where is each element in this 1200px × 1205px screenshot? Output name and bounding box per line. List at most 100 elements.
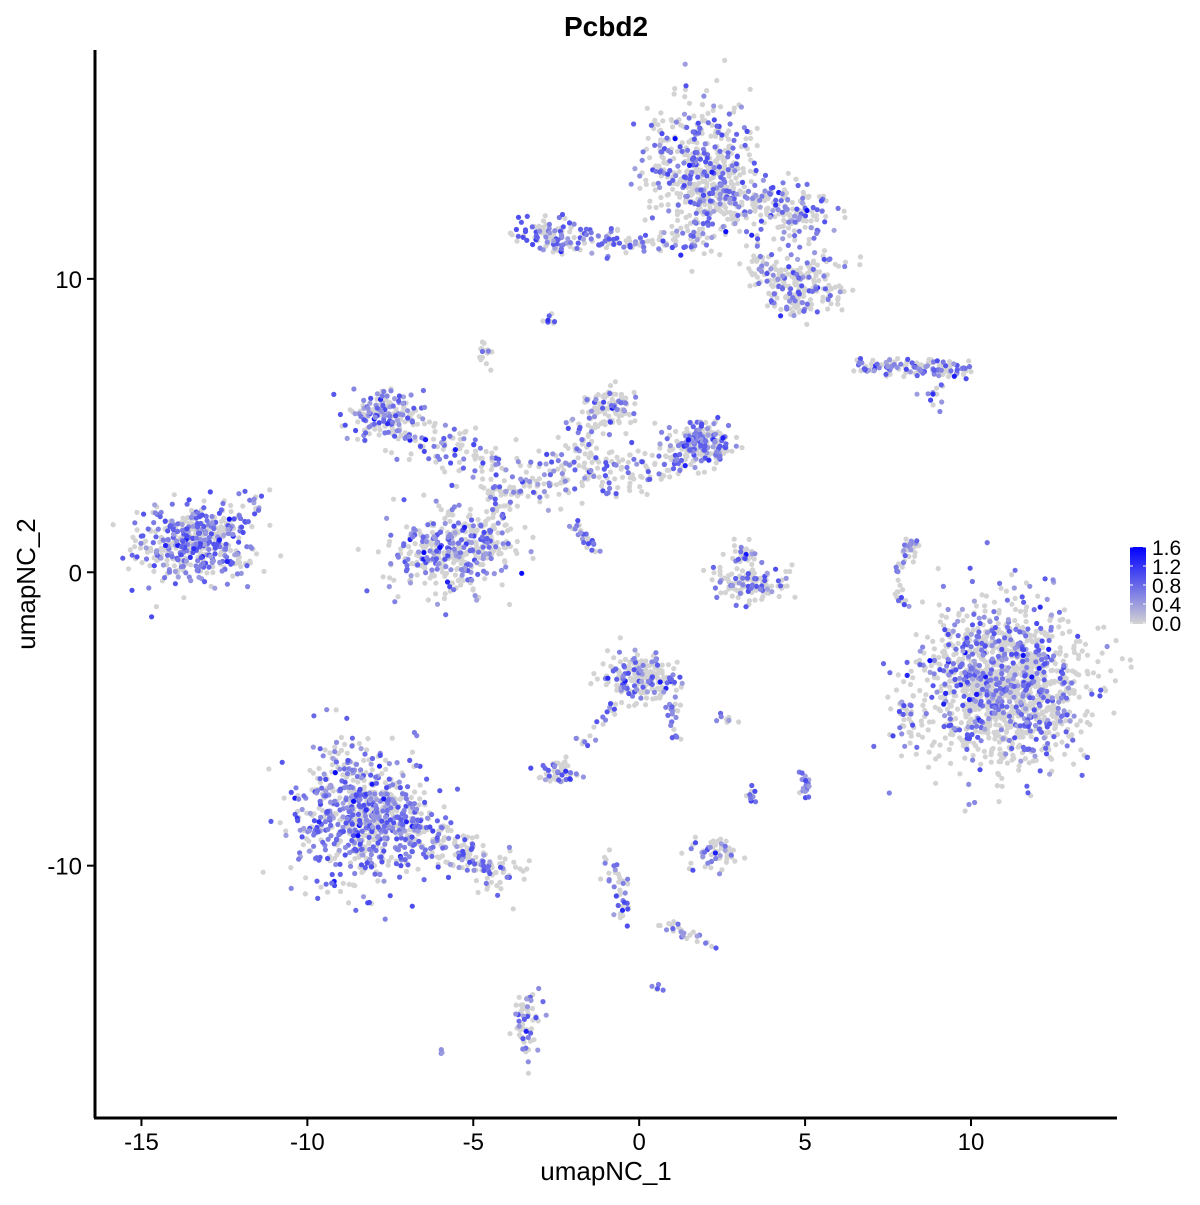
data-point <box>600 431 606 437</box>
data-point <box>555 466 561 472</box>
data-point <box>923 692 929 698</box>
data-point <box>422 404 428 410</box>
data-point <box>421 448 427 454</box>
data-point <box>701 93 707 99</box>
data-point <box>1003 729 1010 735</box>
data-point <box>474 560 480 566</box>
data-point <box>473 878 479 884</box>
data-point <box>732 168 738 174</box>
data-point <box>540 318 546 324</box>
data-point <box>331 391 337 397</box>
data-point <box>678 736 684 742</box>
data-point <box>441 804 447 810</box>
data-point <box>675 202 681 208</box>
data-point <box>600 405 606 411</box>
data-point <box>703 438 709 444</box>
data-point <box>171 563 177 569</box>
data-point <box>480 476 486 482</box>
data-point <box>503 488 509 495</box>
data-point <box>1063 652 1069 659</box>
data-point <box>871 368 877 374</box>
data-point <box>589 547 595 553</box>
data-point <box>1066 629 1072 635</box>
data-point <box>433 459 439 465</box>
data-point <box>454 566 460 572</box>
data-point <box>1012 595 1018 602</box>
data-point <box>996 799 1002 805</box>
data-point <box>894 364 900 371</box>
data-point <box>741 184 747 190</box>
data-point <box>441 595 447 602</box>
data-point <box>408 573 414 579</box>
data-point <box>146 585 152 591</box>
data-point <box>861 366 867 372</box>
data-point <box>421 421 428 427</box>
data-point <box>362 437 368 443</box>
data-point <box>708 839 714 846</box>
data-point <box>640 239 646 245</box>
data-point <box>808 218 814 224</box>
data-point <box>503 467 509 473</box>
data-point <box>434 548 440 554</box>
data-point <box>760 594 766 600</box>
data-point <box>926 719 933 725</box>
data-point <box>1040 644 1046 651</box>
data-point <box>1066 733 1072 739</box>
data-point <box>476 549 482 555</box>
data-point <box>227 547 234 554</box>
data-point <box>745 188 752 194</box>
data-point <box>796 275 802 281</box>
data-point <box>657 169 663 175</box>
data-point <box>408 794 414 801</box>
data-point <box>731 543 738 549</box>
data-point <box>160 562 166 568</box>
data-point <box>731 137 737 143</box>
data-point <box>748 157 754 163</box>
data-point <box>628 181 634 187</box>
data-point <box>897 582 903 588</box>
data-point <box>749 561 755 568</box>
data-point <box>974 706 980 712</box>
data-point <box>619 474 626 480</box>
data-point <box>931 653 937 660</box>
data-point <box>661 230 667 236</box>
data-point <box>1023 729 1029 736</box>
data-point <box>639 157 645 163</box>
data-point <box>575 430 581 436</box>
data-point <box>577 424 583 430</box>
data-point <box>490 485 496 491</box>
data-point <box>194 567 200 574</box>
data-point <box>422 580 428 586</box>
data-point <box>683 197 689 203</box>
data-point <box>429 567 435 573</box>
data-point <box>337 411 343 418</box>
data-point <box>582 460 588 466</box>
data-point <box>792 237 798 243</box>
data-point <box>764 206 770 212</box>
data-point <box>455 520 461 526</box>
data-point <box>685 437 691 443</box>
data-point <box>473 425 479 431</box>
data-point <box>918 718 924 724</box>
data-point <box>340 880 346 886</box>
data-point <box>327 750 333 756</box>
data-point <box>995 620 1001 627</box>
data-point <box>318 884 324 890</box>
data-point <box>188 578 194 584</box>
data-point <box>499 530 505 536</box>
data-point <box>353 427 359 434</box>
data-point <box>483 448 489 455</box>
data-point <box>488 528 494 534</box>
data-point <box>635 448 641 454</box>
data-point <box>656 471 662 477</box>
data-point <box>494 539 500 546</box>
data-point <box>818 198 825 204</box>
data-point <box>729 163 735 169</box>
data-point <box>996 739 1003 745</box>
data-point <box>910 675 916 681</box>
data-point <box>711 466 717 472</box>
data-point <box>903 597 909 604</box>
data-point <box>541 481 547 487</box>
data-point <box>684 426 690 432</box>
data-point <box>935 565 941 572</box>
